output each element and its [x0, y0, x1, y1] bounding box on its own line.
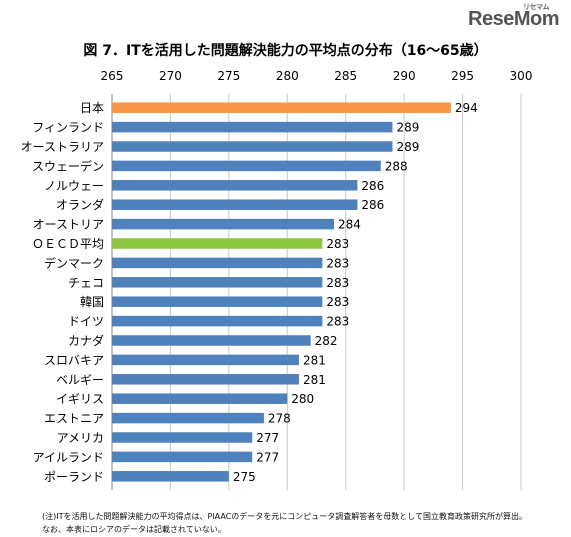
- value-label: 275: [233, 470, 256, 484]
- category-label: ノルウェー: [44, 179, 104, 193]
- bar: [112, 412, 264, 424]
- category-label: カナダ: [68, 333, 104, 348]
- category-label: ベルギー: [56, 373, 104, 387]
- bar: [112, 160, 381, 172]
- value-label: 286: [361, 198, 384, 212]
- category-label: オランダ: [56, 197, 104, 212]
- category-label: デンマーク: [44, 255, 104, 270]
- bar: [112, 238, 323, 249]
- category-label: ポーランド: [44, 470, 104, 484]
- x-tick-label: 265: [101, 69, 124, 83]
- bar: [112, 102, 451, 113]
- bar: [112, 374, 299, 385]
- chart-title: 図 7．ITを活用した問題解決能力の平均点の分布（16〜65歳）: [83, 43, 488, 59]
- bar: [112, 335, 311, 346]
- value-label: 277: [256, 450, 279, 464]
- bar: [112, 257, 323, 269]
- category-label: イギリス: [56, 392, 104, 406]
- value-label: 289: [396, 121, 419, 135]
- bar: [112, 141, 393, 152]
- bar: [112, 432, 253, 443]
- category-label: ＯＥＣＤ平均: [32, 237, 104, 251]
- category-label: ドイツ: [68, 315, 104, 329]
- bar: [112, 296, 323, 307]
- value-label: 283: [326, 237, 349, 251]
- bar: [112, 393, 288, 404]
- x-tick-label: 275: [217, 69, 240, 83]
- category-label: アメリカ: [57, 431, 104, 445]
- value-label: 283: [326, 276, 349, 290]
- x-tick-label: 270: [159, 69, 182, 83]
- logo-mark: リセマム: [523, 3, 550, 11]
- value-label: 294: [455, 101, 478, 115]
- category-label: オーストラリア: [21, 140, 104, 154]
- note-line-2: なお、本表にロシアのデータは記載されていない。: [42, 525, 226, 534]
- bar: [112, 315, 323, 327]
- resemom-logo: リセマム ReseMom: [468, 3, 559, 31]
- chart-notes: (注)ITを活用した問題解決能力の平均得点は、PIAACのデータを元にコンピュー…: [42, 510, 527, 536]
- logo-text: ReseMom: [468, 8, 559, 30]
- bar: [112, 180, 358, 191]
- note-line-1: (注)ITを活用した問題解決能力の平均得点は、PIAACのデータを元にコンピュー…: [42, 512, 528, 521]
- category-label: 日本: [80, 101, 104, 115]
- x-tick-label: 300: [510, 69, 533, 83]
- x-tick-label: 285: [334, 69, 357, 83]
- value-label: 284: [338, 218, 361, 232]
- category-label: エストニア: [44, 412, 104, 426]
- bar: [112, 121, 393, 133]
- category-label: フィンランド: [32, 121, 104, 135]
- value-label: 288: [385, 159, 408, 173]
- value-label: 280: [291, 392, 314, 406]
- category-label: オーストリア: [33, 218, 104, 232]
- value-label: 286: [361, 179, 384, 193]
- value-label: 283: [326, 315, 349, 329]
- bar: [112, 471, 229, 482]
- value-label: 282: [315, 334, 338, 348]
- bar: [112, 218, 335, 230]
- value-label: 278: [268, 412, 291, 426]
- x-tick-label: 290: [393, 69, 416, 83]
- x-tick-label: 280: [276, 69, 299, 83]
- bar: [112, 354, 299, 366]
- bar: [112, 277, 323, 288]
- bar: [112, 199, 358, 210]
- value-label: 283: [326, 256, 349, 270]
- category-label: アイルランド: [33, 450, 104, 464]
- category-label: 韓国: [80, 295, 104, 309]
- value-label: 283: [326, 295, 349, 309]
- value-label: 289: [396, 140, 419, 154]
- category-label: スウェーデン: [32, 158, 104, 173]
- value-label: 281: [303, 353, 326, 367]
- x-tick-label: 295: [451, 69, 474, 83]
- bar: [112, 451, 253, 463]
- category-label: チェコ: [68, 276, 104, 290]
- value-label: 281: [303, 373, 326, 387]
- value-label: 277: [256, 431, 279, 445]
- category-label: スロバキア: [44, 353, 104, 367]
